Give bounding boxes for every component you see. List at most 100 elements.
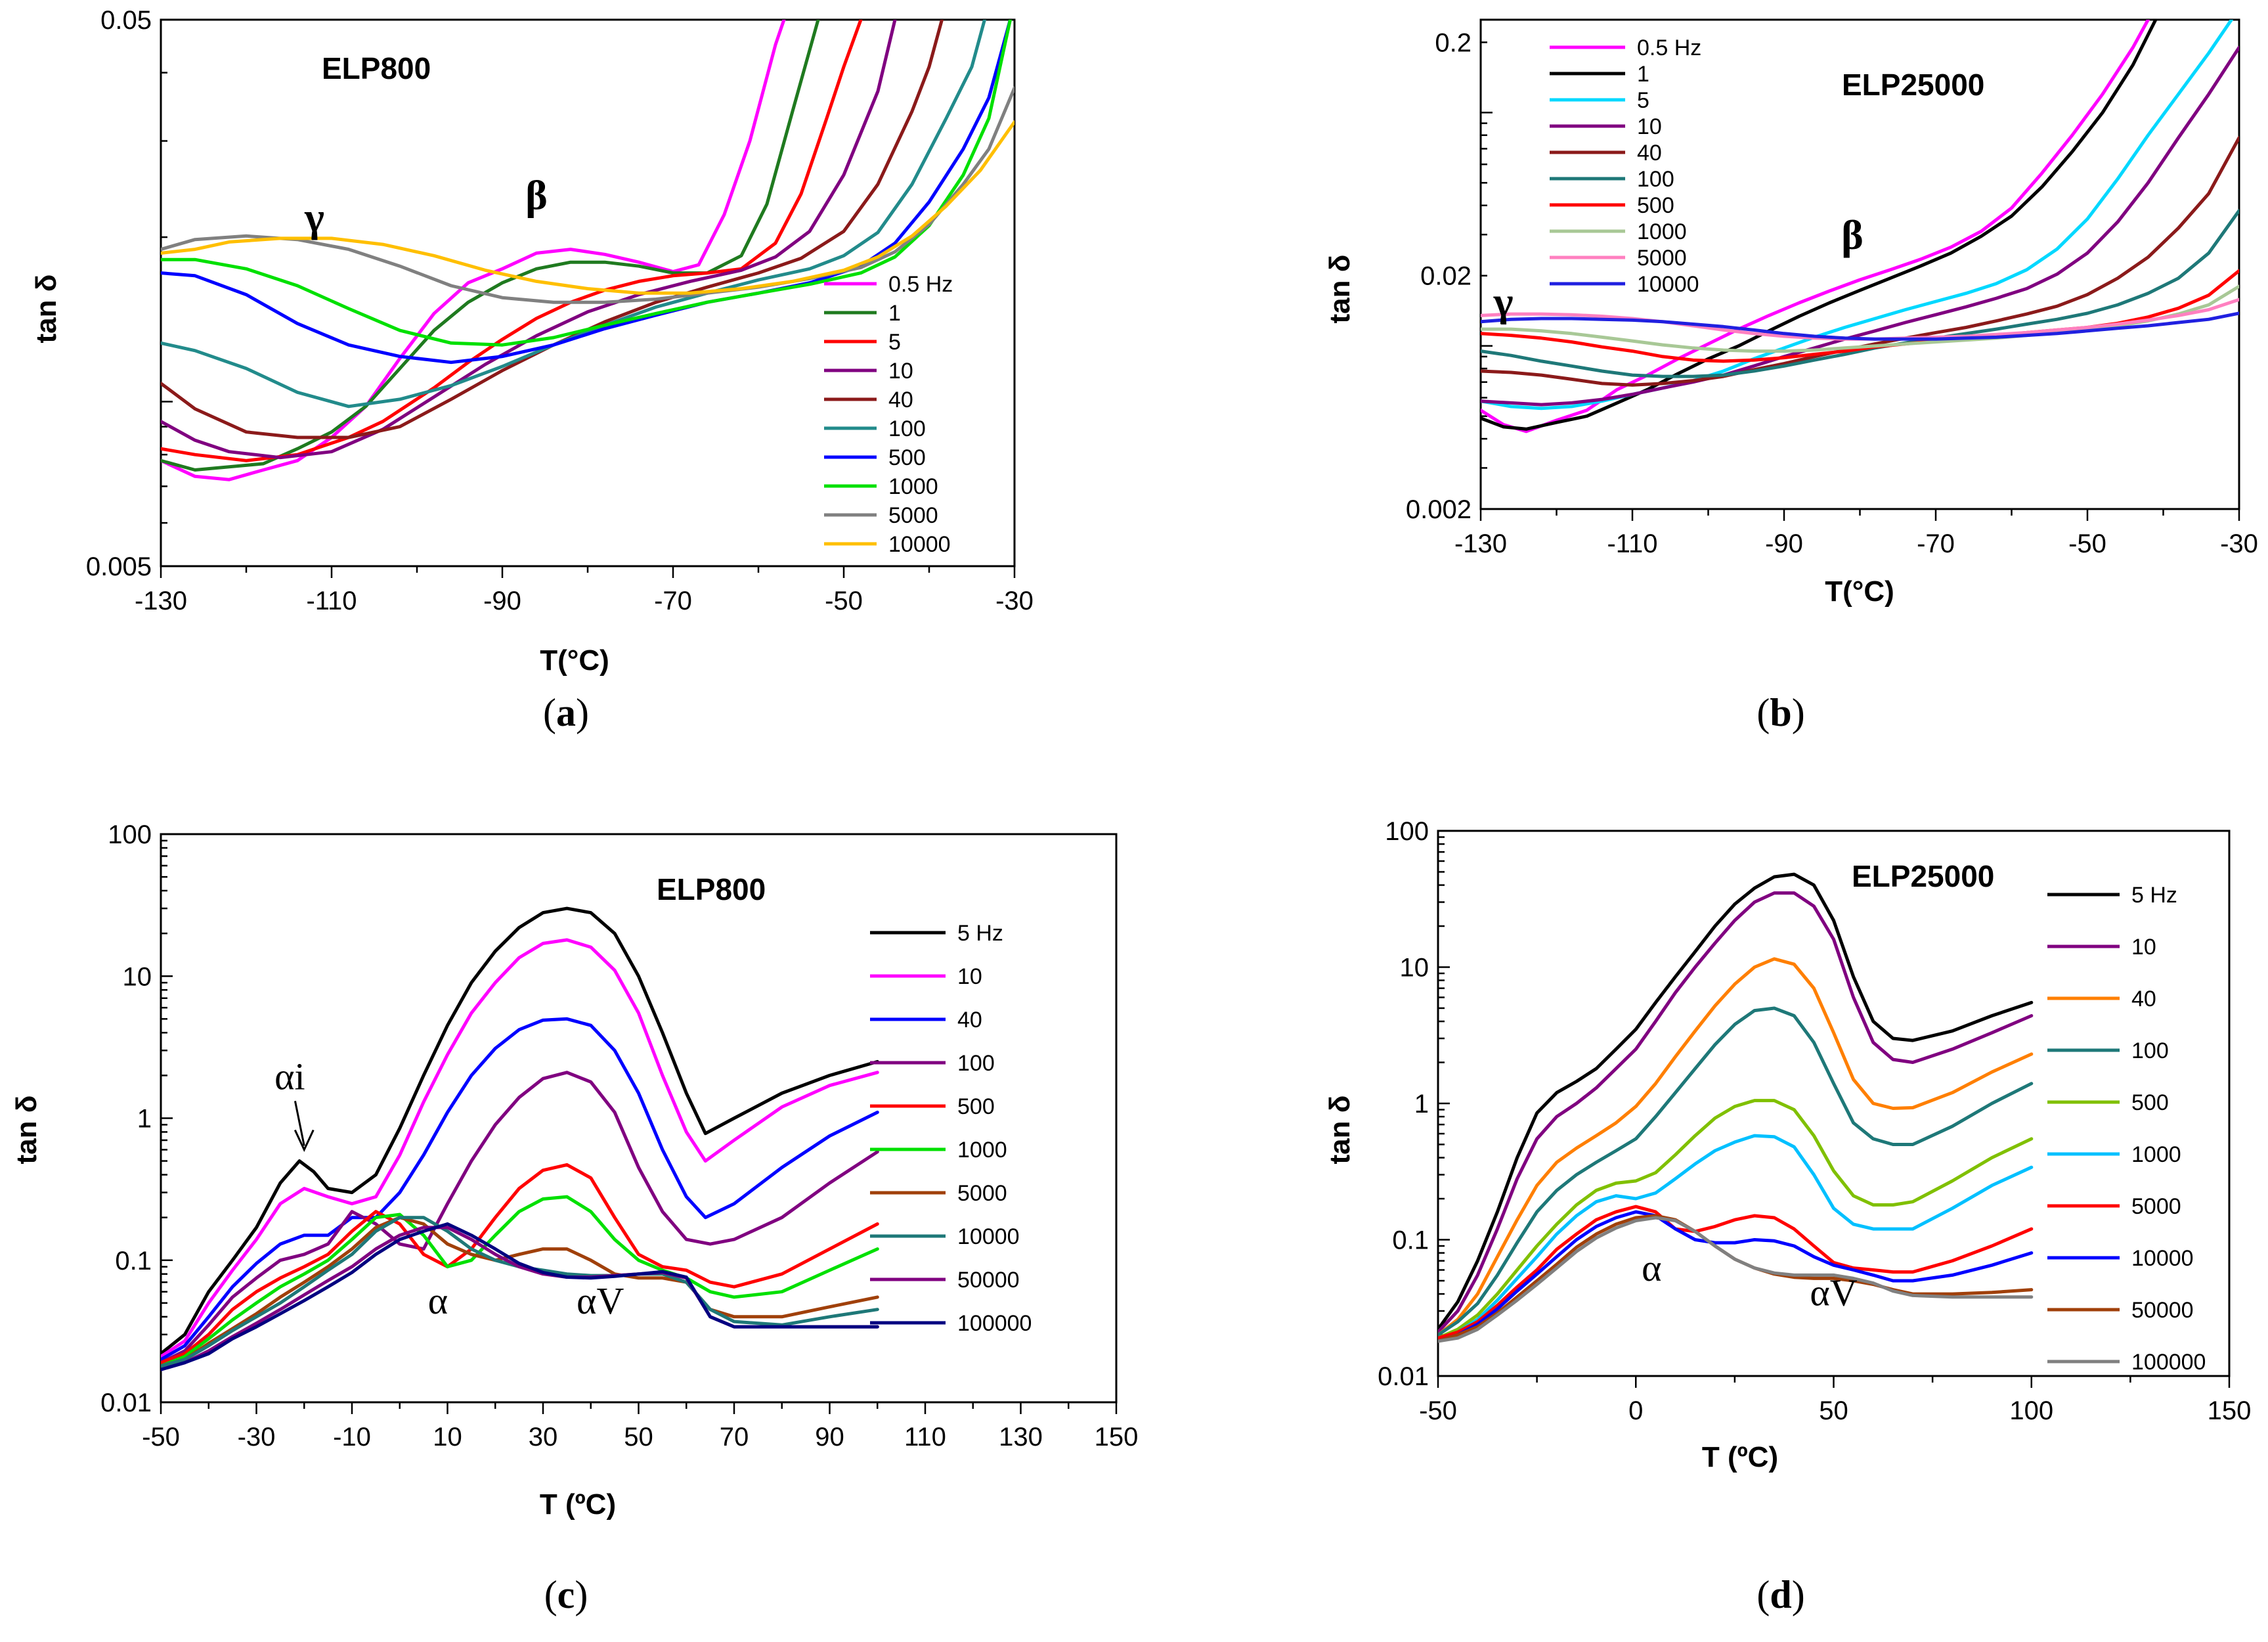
legend-label: 10000 [957,1224,1020,1249]
x-tick-label: -130 [135,587,187,615]
series-line-500 [161,1163,879,1365]
series-line-100 [1481,209,2239,378]
annotation-label: α [1642,1247,1661,1289]
plot-frame [160,833,1118,1404]
legend-label: 5 Hz [2131,883,2177,908]
series-line-1 [1481,20,2158,431]
series-group [1438,872,2034,1343]
y-tick-label: 1 [1414,1090,1429,1119]
legend-label: 5000 [1637,246,1687,271]
series-line-10000 [1438,1210,2034,1343]
y-tick-label: 100 [108,820,152,849]
legend-label: 10000 [2131,1246,2194,1271]
legend-label: 100000 [2131,1350,2206,1375]
series-line-10 [161,938,879,1358]
annotation-label: αi [274,1055,305,1098]
legend-label: 40 [1637,141,1662,166]
legend-label: 100 [1637,167,1674,192]
legend-label: 5 Hz [957,921,1003,946]
annotation-label: αV [1810,1271,1857,1314]
caption-open-paren: ( [543,691,556,734]
legend-label: 40 [888,388,913,412]
legend-label: 10 [888,359,913,384]
caption-open-paren: ( [544,1573,557,1616]
series-line-100000 [1438,1216,2034,1343]
caption-letter: b [1770,691,1791,734]
x-axis-title: T(°C) [1825,575,1894,608]
x-tick-label: 50 [1819,1396,1848,1425]
series-line-5-hz [161,906,879,1356]
y-tick-label: 0.1 [115,1247,152,1276]
series-line-0.5-hz [161,20,786,481]
x-tick-label: -30 [238,1423,276,1452]
legend-label: 10000 [888,532,951,557]
legend-label: 1000 [2131,1142,2181,1167]
legend-label: 500 [888,445,926,470]
x-tick-label: -70 [654,587,692,615]
y-axis-title: tan δ [1324,1096,1356,1165]
caption-open-paren: ( [1756,1573,1770,1616]
legend-label: 0.5 Hz [1637,35,1701,60]
series-line-1000 [1481,284,2239,353]
x-tick-label: 90 [815,1423,844,1452]
series-line-1000 [1438,1134,2034,1340]
legend-label: 40 [957,1008,982,1032]
x-tick-label: -50 [825,587,863,615]
series-line-100000 [161,1222,879,1371]
y-tick-label: 0.1 [1392,1226,1429,1255]
x-tick-label: -10 [333,1423,371,1452]
x-tick-label: 100 [2009,1396,2053,1425]
y-tick-label: 0.02 [1420,262,1472,291]
x-tick-label: 150 [1095,1423,1139,1452]
chart-title: ELP800 [322,51,431,85]
x-tick-label: -110 [1607,529,1657,558]
panel-caption: (a) [543,691,589,734]
x-tick-label: -110 [306,587,357,615]
chart-panel-a: 0.005 0.05 -130 -110 -90 -70 -50 -30 T(°C) tan δ 0… [30,6,1034,734]
series-line-5000 [161,86,1014,304]
x-tick-label: 0 [1628,1396,1643,1425]
y-tick-label: 0.01 [1378,1362,1429,1391]
series-line-5000 [1438,1205,2034,1340]
y-tick-label: 10 [1400,954,1429,983]
chart-title: ELP25000 [1852,859,1994,893]
series-line-100 [1438,1006,2034,1337]
annotation-label: γ [304,194,324,240]
y-tick-label: 100 [1385,817,1429,846]
y-axis-title: tan δ [30,275,62,344]
legend: 5 Hz 10 40 100 500 1000 5000 10000 50000 100000 [870,921,1032,1336]
panel-caption: (c) [544,1573,588,1616]
x-tick-label: 50 [624,1423,653,1452]
series-line-40 [161,20,944,439]
x-tick-label: 130 [999,1423,1043,1452]
series-line-40 [1438,957,2034,1337]
legend-label: 5 [888,330,901,355]
caption-open-paren: ( [1756,691,1770,734]
legend-label: 500 [1637,193,1674,218]
x-axis-title: T (ºC) [1702,1441,1778,1473]
legend-label: 100000 [957,1311,1032,1336]
series-line-10000 [161,120,1014,295]
legend-label: 5000 [888,503,938,528]
legend-label: 1000 [957,1138,1007,1163]
series-line-5-hz [1438,872,2034,1331]
caption-close-paren: ) [1792,691,1805,734]
legend-label: 10 [2131,935,2156,960]
x-tick-label: -90 [1765,529,1803,558]
x-axis-title: T(°C) [540,644,609,677]
annotation-label: β [525,172,548,219]
series-line-10 [161,20,897,460]
legend-label: 5 [1637,88,1649,113]
chart-panel-b: 0.002 0.02 0.2 -130 -110 -90 -70 -50 -30 T(°C) tan… [1324,18,2258,734]
series-line-500 [161,20,1012,365]
x-tick-label: -30 [995,587,1034,615]
x-tick-label: -70 [1917,529,1955,558]
series-line-100 [161,1071,879,1365]
x-tick-label: -90 [483,587,521,615]
legend-label: 50000 [957,1268,1020,1293]
panel-caption: (d) [1756,1573,1804,1616]
legend-label: 500 [957,1094,995,1119]
caption-letter: a [556,691,576,734]
x-tick-label: -50 [142,1423,180,1452]
